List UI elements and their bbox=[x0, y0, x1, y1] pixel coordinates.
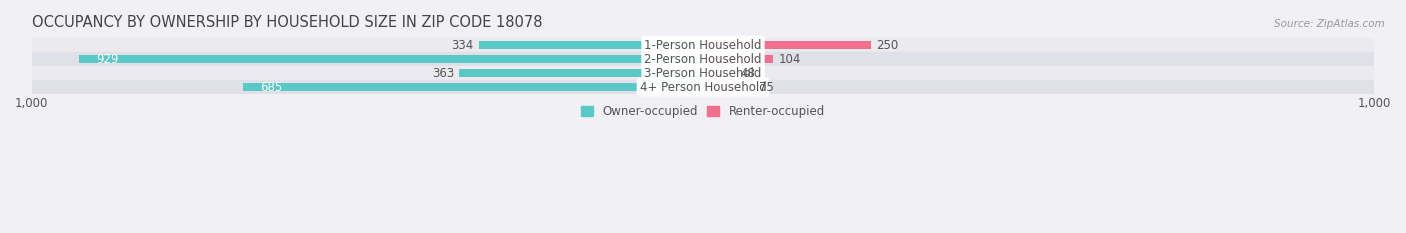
Text: 75: 75 bbox=[759, 81, 773, 93]
Text: 3-Person Household: 3-Person Household bbox=[644, 67, 762, 79]
Bar bbox=[243, 83, 703, 91]
Bar bbox=[479, 41, 703, 49]
Bar bbox=[32, 38, 1374, 52]
Bar bbox=[79, 55, 703, 63]
Text: 104: 104 bbox=[778, 53, 800, 65]
Bar bbox=[460, 69, 703, 77]
Bar bbox=[32, 52, 1374, 66]
Bar bbox=[32, 80, 1374, 94]
Text: 2-Person Household: 2-Person Household bbox=[644, 53, 762, 65]
Bar bbox=[703, 55, 773, 63]
Text: 363: 363 bbox=[432, 67, 454, 79]
Bar bbox=[32, 66, 1374, 80]
Text: 929: 929 bbox=[96, 53, 118, 65]
Legend: Owner-occupied, Renter-occupied: Owner-occupied, Renter-occupied bbox=[576, 100, 830, 123]
Text: Source: ZipAtlas.com: Source: ZipAtlas.com bbox=[1274, 19, 1385, 29]
Bar bbox=[703, 69, 735, 77]
Text: 250: 250 bbox=[876, 39, 898, 51]
Text: 685: 685 bbox=[260, 81, 283, 93]
Text: OCCUPANCY BY OWNERSHIP BY HOUSEHOLD SIZE IN ZIP CODE 18078: OCCUPANCY BY OWNERSHIP BY HOUSEHOLD SIZE… bbox=[32, 15, 543, 30]
Text: 334: 334 bbox=[451, 39, 474, 51]
Text: 1-Person Household: 1-Person Household bbox=[644, 39, 762, 51]
Text: 4+ Person Household: 4+ Person Household bbox=[640, 81, 766, 93]
Bar bbox=[703, 83, 754, 91]
Bar bbox=[703, 41, 870, 49]
Text: 48: 48 bbox=[741, 67, 755, 79]
